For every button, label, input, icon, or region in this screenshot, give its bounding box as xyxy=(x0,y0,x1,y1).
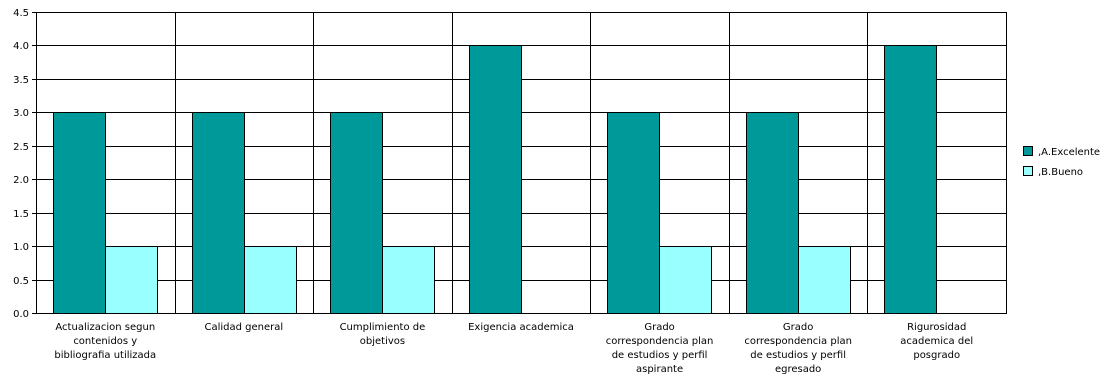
x-category-label-line: de estudios y perfil xyxy=(612,350,708,361)
y-tick-label: 0.0 xyxy=(13,309,29,320)
y-tick-label: 3.0 xyxy=(13,108,29,119)
x-category-label-line: Cumplimiento de xyxy=(340,322,426,333)
bar xyxy=(607,112,660,314)
bar xyxy=(884,45,937,314)
bar xyxy=(105,246,158,314)
x-category-label-line: Grado xyxy=(644,322,674,333)
x-category-label-line: contenidos y xyxy=(73,336,137,347)
x-category-label: Actualizacion segun contenidos y bibliogra… xyxy=(54,322,156,361)
x-category-label: Rigurosidad academica del posgrado xyxy=(900,322,973,361)
x-category-label-line: Actualizacion segun xyxy=(55,322,155,333)
bar xyxy=(382,246,435,314)
legend-label: ,A.Excelente xyxy=(1038,147,1100,158)
bars xyxy=(53,45,937,314)
bar xyxy=(53,112,106,314)
x-category-label-line: correspondencia plan xyxy=(606,336,714,347)
legend: ,A.Excelente ,B.Bueno xyxy=(1023,146,1100,178)
x-category-label-line: Grado xyxy=(783,322,813,333)
x-category-label-line: academica del xyxy=(900,336,973,347)
x-category-label-line: egresado xyxy=(775,364,821,375)
x-category-label-line: de estudios y perfil xyxy=(750,350,846,361)
y-tick-label: 1.5 xyxy=(13,209,29,220)
x-category-label-line: bibliografia utilizada xyxy=(54,350,156,361)
x-category-label-line: correspondencia plan xyxy=(744,336,852,347)
bar xyxy=(659,246,712,314)
bar xyxy=(330,112,383,314)
legend-swatch xyxy=(1023,166,1033,176)
y-axis-ticks: 0.0 0.5 1.0 1.5 2.0 2.5 3.0 3.5 4.0 4.5 xyxy=(13,8,36,320)
bar xyxy=(244,246,297,314)
y-tick-label: 2.5 xyxy=(13,142,29,153)
legend-swatch xyxy=(1023,146,1033,156)
x-category-label-line: posgrado xyxy=(913,350,960,361)
x-category-label: Cumplimiento de objetivos xyxy=(340,322,426,347)
y-tick-label: 0.5 xyxy=(13,276,29,287)
x-category-label-line: Exigencia academica xyxy=(468,322,574,333)
bar xyxy=(746,112,799,314)
y-tick-label: 3.5 xyxy=(13,75,29,86)
x-category-label-line: aspirante xyxy=(636,364,683,375)
x-category-label: Calidad general xyxy=(205,322,284,333)
bar xyxy=(469,45,522,314)
x-category-label-line: Calidad general xyxy=(205,322,284,333)
bar xyxy=(192,112,245,314)
y-tick-label: 4.0 xyxy=(13,41,29,52)
x-category-label-line: Rigurosidad xyxy=(907,322,966,333)
bar xyxy=(798,246,851,314)
y-tick-label: 4.5 xyxy=(13,8,29,19)
legend-label: ,B.Bueno xyxy=(1038,167,1083,178)
y-tick-label: 2.0 xyxy=(13,175,29,186)
x-category-label: Grado correspondencia plan de estudios y p… xyxy=(744,322,852,375)
y-tick-label: 1.0 xyxy=(13,242,29,253)
x-category-label: Grado correspondencia plan de estudios y p… xyxy=(606,322,714,375)
plot-frame xyxy=(36,12,1007,314)
plot-border xyxy=(36,12,1007,314)
x-axis-labels: Actualizacion segun contenidos y bibliogra… xyxy=(54,322,973,375)
x-category-label: Exigencia academica xyxy=(468,322,574,333)
x-category-label-line: objetivos xyxy=(360,336,405,347)
